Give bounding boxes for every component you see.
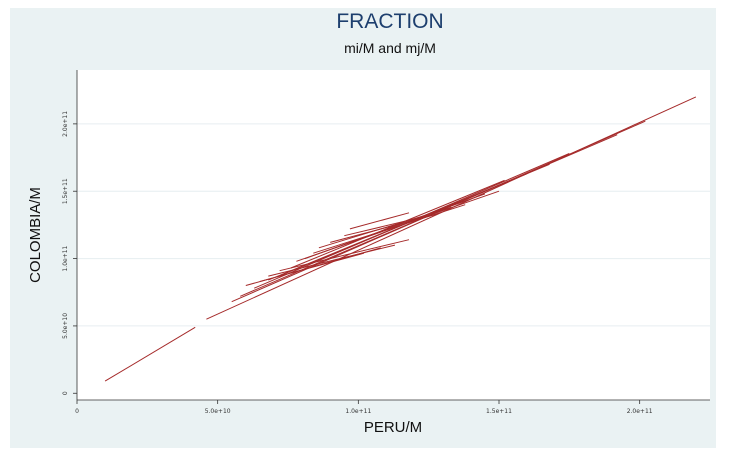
x-tick-label-2: 1.0e+11: [345, 408, 371, 415]
grid-lines: [77, 123, 710, 327]
x-axis-title: PERU/M: [364, 419, 422, 436]
y-tick-label-4: 2.0e+11: [62, 111, 69, 137]
y-tick-label-2: 1.0e+11: [62, 245, 69, 271]
plot-area: [77, 70, 710, 400]
series-line-9: [304, 193, 486, 260]
x-tick-label-1: 5.0e+10: [205, 408, 231, 415]
axes: [73, 70, 710, 404]
series-line-14: [349, 212, 410, 230]
x-tick-label-0: 0: [75, 408, 79, 415]
x-tick-label-3: 1.5e+11: [486, 408, 512, 415]
chart-subtitle: mi/M and mj/M: [344, 40, 436, 56]
y-axis-title: COLOMBIA/M: [27, 187, 44, 283]
series-line-13: [344, 215, 429, 237]
series-line-17: [268, 244, 396, 277]
chart-title: FRACTION: [336, 10, 444, 33]
x-tick-label-4: 2.0e+11: [627, 408, 653, 415]
y-tick-label-1: 5.0e+10: [62, 313, 69, 339]
series-line-18: [279, 239, 410, 272]
series-line-16: [259, 252, 365, 282]
y-tick-label-3: 1.5e+11: [62, 178, 69, 204]
tick-labels: 0 5.0e+10 1.0e+11 1.5e+11 2.0e+11 0 5.0e+10 1.0…: [62, 111, 653, 415]
series-lines: [104, 96, 697, 382]
series-line-12: [330, 213, 438, 243]
series-line-0: [104, 326, 196, 382]
y-tick-label-0: 0: [62, 391, 69, 395]
series-line-10: [313, 204, 466, 254]
